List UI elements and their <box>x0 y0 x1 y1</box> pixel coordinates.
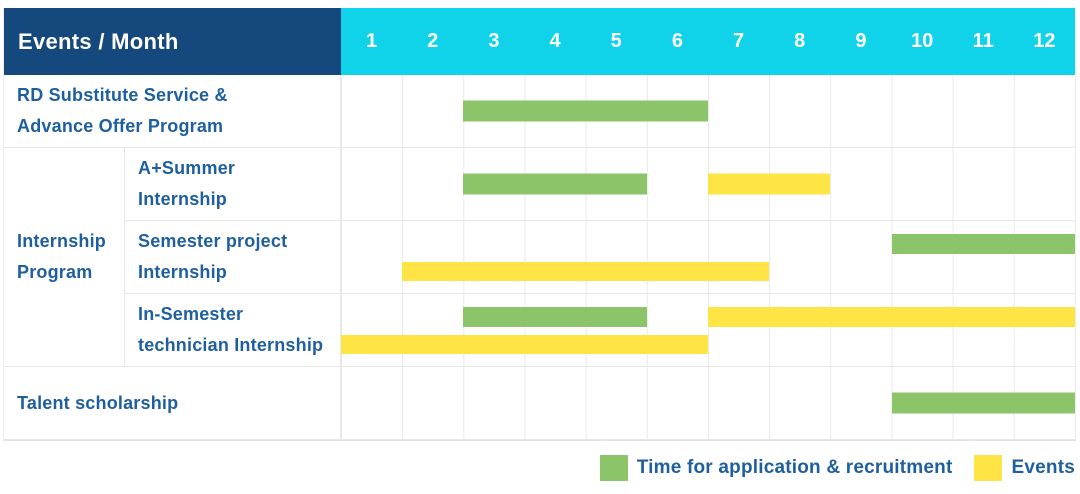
legend: Time for application & recruitment Event… <box>599 453 1075 483</box>
bars-row-a-plus-summer-internship <box>341 148 1075 221</box>
gantt-bar-application <box>463 173 647 195</box>
gantt-bar-application <box>891 392 1075 414</box>
bars-row-talent-scholarship <box>341 367 1075 440</box>
month-header-11: 11 <box>972 30 994 52</box>
month-header-12: 12 <box>1033 30 1056 52</box>
bars-row-in-semester-technician-internship <box>341 294 1075 367</box>
month-header-10: 10 <box>910 30 934 52</box>
month-header-6: 6 <box>671 30 683 52</box>
month-header-2: 2 <box>427 30 439 52</box>
gantt-bar-application <box>891 234 1075 254</box>
table-header-title: Events / Month <box>4 8 341 75</box>
month-header-8: 8 <box>794 30 806 52</box>
row-label-in-semester-technician-internship: In-Semester technician Internship <box>125 294 341 367</box>
gantt-bar-events <box>708 173 831 195</box>
group-label-internship-program: Internship Program <box>4 148 125 367</box>
month-header-7: 7 <box>733 30 745 52</box>
legend-label-events: Events <box>1011 457 1075 478</box>
gantt-table: Events / Month 1 2 3 4 5 6 7 8 9 10 11 12 RD Substi… <box>3 8 1076 441</box>
month-header-9: 9 <box>855 30 867 52</box>
bars-row-rd-substitute-service <box>341 75 1075 148</box>
month-header-row: 1 2 3 4 5 6 7 8 9 10 11 12 <box>341 8 1075 75</box>
bars-row-semester-project-internship <box>341 221 1075 294</box>
row-label-rd-substitute-service: RD Substitute Service & Advance Offer Pr… <box>4 75 341 148</box>
gantt-bar-application <box>463 100 708 122</box>
month-header-3: 3 <box>488 30 500 52</box>
month-header-5: 5 <box>610 30 622 52</box>
gantt-bar-events <box>341 335 708 354</box>
gantt-bar-application <box>463 307 647 327</box>
row-label-talent-scholarship: Talent scholarship <box>4 367 341 440</box>
row-label-semester-project-internship: Semester project Internship <box>125 221 341 294</box>
month-header-1: 1 <box>366 30 378 52</box>
legend-swatch-events <box>974 455 1003 481</box>
legend-swatch-application-recruitment <box>599 455 628 481</box>
gantt-bar-events <box>708 307 1075 327</box>
row-label-a-plus-summer-internship: A+Summer Internship <box>125 148 341 221</box>
gantt-bar-events <box>402 262 770 281</box>
month-header-4: 4 <box>549 30 561 52</box>
legend-label-application-recruitment: Time for application & recruitment <box>636 457 953 478</box>
